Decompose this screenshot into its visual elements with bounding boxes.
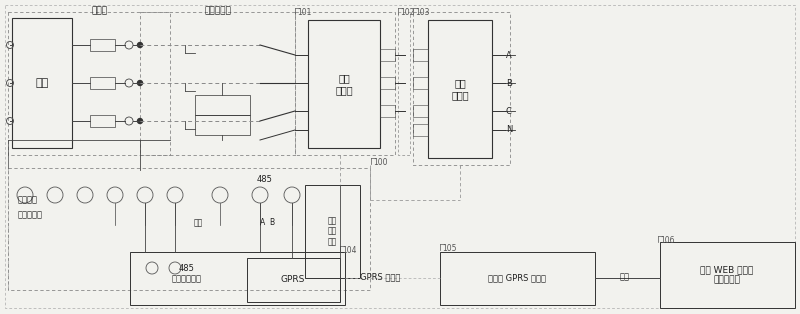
- Bar: [380, 77, 395, 89]
- Text: 内网: 内网: [620, 272, 630, 281]
- Circle shape: [138, 42, 142, 47]
- Text: N: N: [506, 126, 512, 134]
- Bar: [195, 95, 250, 115]
- Bar: [380, 49, 395, 61]
- Bar: [413, 105, 428, 117]
- Text: 105: 105: [442, 244, 457, 253]
- Bar: [12, 18, 72, 148]
- Bar: [413, 124, 428, 136]
- Bar: [413, 12, 510, 165]
- Bar: [8, 12, 170, 155]
- Bar: [195, 115, 250, 135]
- Bar: [308, 20, 380, 148]
- Text: 电流
互感器: 电流 互感器: [335, 73, 353, 95]
- Bar: [90, 39, 115, 51]
- Bar: [428, 20, 492, 158]
- Bar: [413, 49, 428, 61]
- Text: A: A: [506, 51, 512, 59]
- Text: 易易 WEB 服务器
及监控系统: 易易 WEB 服务器 及监控系统: [700, 265, 754, 285]
- Text: 106: 106: [660, 236, 674, 245]
- Text: 104: 104: [342, 246, 357, 255]
- Text: 103: 103: [415, 8, 430, 17]
- Text: 485
智能控制终端: 485 智能控制终端: [172, 264, 202, 284]
- Circle shape: [138, 80, 142, 85]
- Text: 零序
互感器: 零序 互感器: [451, 78, 469, 100]
- Bar: [247, 258, 340, 302]
- Text: B: B: [506, 78, 512, 88]
- Bar: [130, 252, 345, 305]
- Bar: [140, 12, 295, 155]
- Circle shape: [138, 118, 142, 123]
- Text: GPRS 无线网: GPRS 无线网: [360, 272, 400, 281]
- Bar: [413, 77, 428, 89]
- Text: 省公司 GPRS 服务器: 省公司 GPRS 服务器: [488, 273, 546, 283]
- Bar: [660, 242, 795, 308]
- Text: 101: 101: [297, 8, 311, 17]
- Text: 配变: 配变: [35, 78, 49, 88]
- Bar: [380, 105, 395, 117]
- Bar: [305, 185, 360, 278]
- Text: 线包: 线包: [194, 218, 202, 227]
- Text: 交流接触器: 交流接触器: [205, 6, 231, 15]
- Text: C: C: [506, 106, 512, 116]
- Text: 漏电保护器: 漏电保护器: [18, 210, 43, 219]
- Text: A  B: A B: [261, 218, 275, 227]
- Text: 485: 485: [257, 175, 273, 184]
- Text: GPRS: GPRS: [281, 275, 305, 284]
- Text: 100: 100: [373, 158, 387, 167]
- Bar: [440, 252, 595, 305]
- Bar: [8, 168, 370, 290]
- Text: 零线相线: 零线相线: [18, 195, 38, 204]
- Text: 刀开关: 刀开关: [92, 6, 108, 15]
- Text: 数据
采集
接口: 数据 采集 接口: [327, 216, 337, 246]
- Bar: [295, 12, 395, 155]
- Bar: [398, 12, 410, 155]
- Bar: [90, 115, 115, 127]
- Text: 102: 102: [400, 8, 414, 17]
- Bar: [90, 77, 115, 89]
